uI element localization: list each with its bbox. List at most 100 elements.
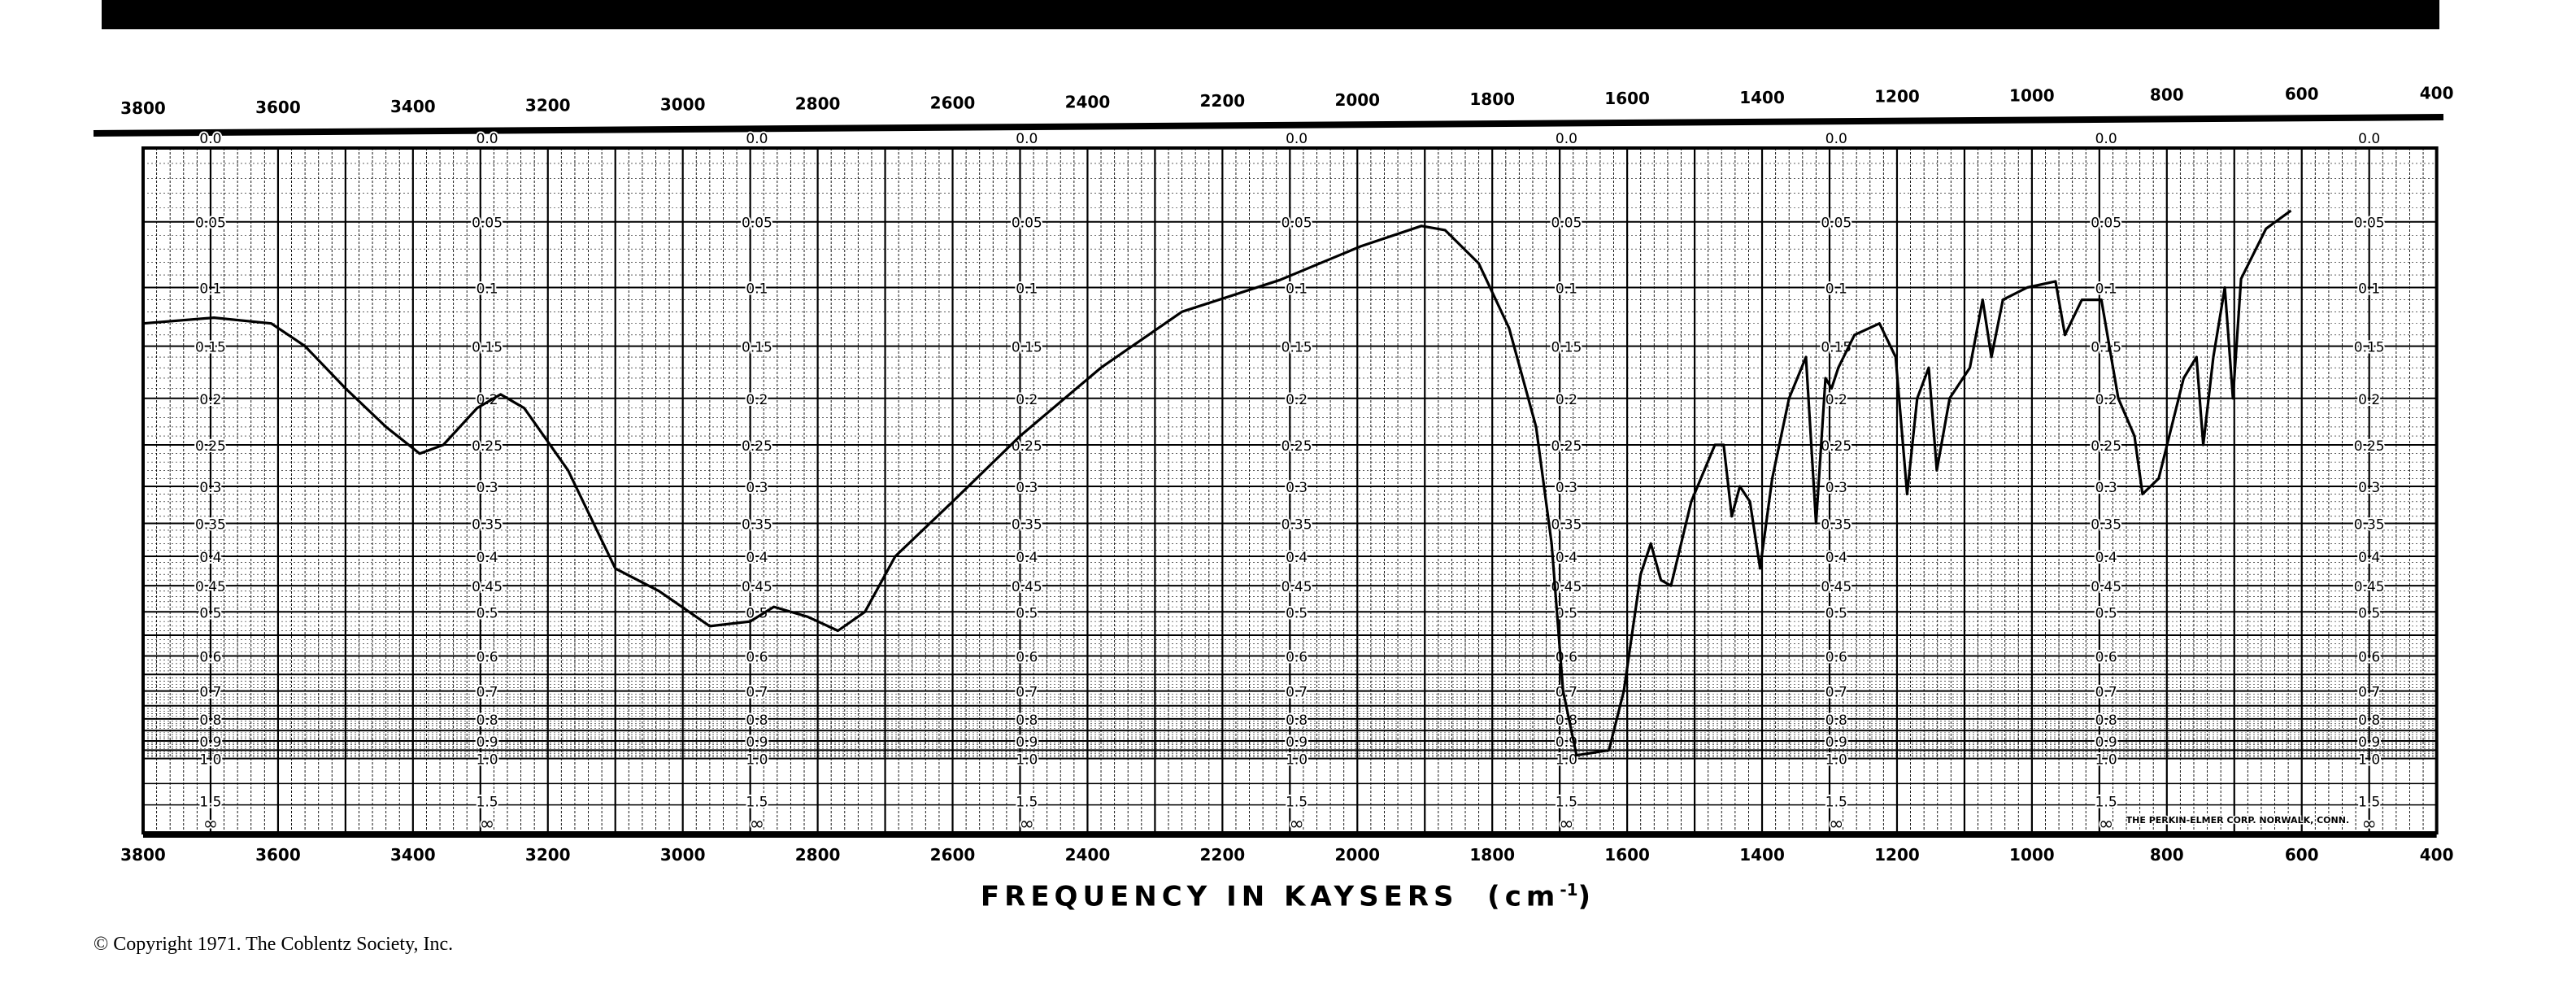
y-tick-label: 0.9 [2095,734,2117,751]
y-tick-label: 0.9 [199,734,221,751]
y-tick-label: 0.3 [199,480,221,496]
y-tick-label: 0.7 [476,685,498,701]
y-tick-label: 0.45 [1821,579,1852,595]
x-tick-label-top: 3000 [660,95,706,115]
y-tick-label: 0.05 [2091,216,2121,232]
y-tick-label: 0.25 [2091,438,2121,455]
y-tick-label: ∞ [1559,814,1573,834]
top-border-bar [102,0,2439,29]
y-tick-label: 0.3 [1016,480,1038,496]
maker-imprint: THE PERKIN-ELMER CORP. NORWALK, CONN. [2126,815,2349,826]
y-tick-label: 0.9 [2358,734,2380,751]
x-tick-label-bottom: 2400 [1065,845,1111,865]
y-tick-label: 0.6 [2095,650,2117,666]
x-tick-label-bottom: 400 [2420,845,2454,865]
y-tick-label: 0.6 [199,650,221,666]
x-tick-label-top: 800 [2150,85,2184,105]
y-tick-label: 0.2 [1286,392,1308,408]
y-tick-label: 0.8 [1016,712,1038,729]
y-tick-label: 0.1 [2095,281,2117,298]
x-tick-label-top: 2800 [795,94,841,114]
x-tick-label-top: 600 [2285,84,2319,103]
y-tick-label: 1.5 [199,795,221,811]
y-tick-label: 0.1 [1556,281,1577,298]
x-tick-label-bottom: 1200 [1874,845,1920,865]
y-tick-label: 0.4 [1286,550,1308,566]
x-tick-label-top: 3800 [120,98,166,118]
y-tick-label: 0.6 [476,650,498,666]
y-tick-label: 0.6 [1016,650,1038,666]
x-axis-unit: cm [1504,880,1560,913]
y-tick-label: 1.0 [199,752,221,769]
y-tick-label: 0.5 [199,605,221,621]
y-tick-label: ∞ [2362,814,2377,834]
y-tick-label: 0.05 [1551,216,1582,232]
y-tick-label: 0.05 [742,216,772,232]
y-tick-label: 0.8 [1556,712,1577,729]
x-tick-label-bottom: 3600 [255,845,301,865]
y-tick-label: 0.45 [2091,579,2121,595]
y-tick-label: 0.6 [746,650,768,666]
y-tick-label: 0.1 [1286,281,1308,298]
y-tick-label: 0.35 [1551,516,1582,533]
y-tick-label: 0.3 [1556,480,1577,496]
y-tick-label: 0.25 [1821,438,1852,455]
y-tick-label: 0.0 [1825,131,1847,147]
x-tick-label-top: 1800 [1469,89,1515,109]
y-tick-label: 0.0 [476,131,498,147]
x-tick-label-bottom: 3000 [660,845,706,865]
y-tick-label: 1.5 [1825,795,1847,811]
y-tick-label: 0.5 [746,605,768,621]
y-tick-label: 0.35 [472,516,503,533]
x-tick-label-bottom: 3800 [120,845,166,865]
x-tick-label-bottom: 2600 [930,845,976,865]
y-tick-label: 0.45 [2354,579,2385,595]
y-tick-label: 1.5 [2358,795,2380,811]
x-tick-label-bottom: 3200 [525,845,571,865]
y-tick-label: ∞ [480,814,494,834]
y-tick-label: 1.5 [476,795,498,811]
y-tick-label: 0.4 [746,550,768,566]
y-tick-label: 0.4 [1556,550,1577,566]
y-tick-label: 0.15 [1012,340,1042,356]
y-tick-label: 0.9 [476,734,498,751]
y-tick-label: 0.15 [1551,340,1582,356]
y-tick-label: 1.0 [1556,752,1577,769]
x-axis-label-text: FREQUENCY IN KAYSERS [980,880,1459,913]
y-tick-label: 0.35 [742,516,772,533]
x-tick-label-bottom: 800 [2150,845,2184,865]
spectrum-line [142,209,2292,757]
y-tick-label: 0.7 [1556,685,1577,701]
y-tick-label: 0.0 [746,131,768,147]
y-tick-label: 0.8 [746,712,768,729]
y-tick-label: 0.15 [2091,340,2121,356]
y-tick-label: 0.1 [1825,281,1847,298]
y-tick-label: 0.9 [746,734,768,751]
y-tick-label: 0.45 [1012,579,1042,595]
copyright-notice: © Copyright 1971. The Coblentz Society, … [94,934,454,955]
y-tick-label: 0.9 [1286,734,1308,751]
y-tick-label: 0.7 [1016,685,1038,701]
y-tick-label: 0.35 [1821,516,1852,533]
x-tick-label-bottom: 1400 [1739,845,1785,865]
x-tick-label-top: 3200 [525,96,571,115]
y-tick-label: 0.7 [1825,685,1847,701]
y-tick-label: 0.05 [195,216,226,232]
y-tick-label: 0.7 [1286,685,1308,701]
x-tick-label-bottom: 600 [2285,845,2319,865]
y-tick-label: 0.5 [1286,605,1308,621]
y-tick-label: 0.3 [2095,480,2117,496]
x-tick-label-top: 2200 [1200,91,1246,111]
y-tick-label: 0.1 [2358,281,2380,298]
y-tick-label: ∞ [2099,814,2113,834]
x-tick-label-bottom: 1000 [2009,845,2055,865]
y-tick-label: ∞ [1829,814,1843,834]
y-tick-label: 1.5 [746,795,768,811]
y-tick-label: 0.2 [1825,392,1847,408]
y-tick-label: 0.3 [1825,480,1847,496]
y-tick-label: 0.8 [2358,712,2380,729]
y-tick-label: 0.35 [1012,516,1042,533]
x-tick-label-top: 1400 [1739,88,1785,107]
y-tick-label: 0.1 [1016,281,1038,298]
